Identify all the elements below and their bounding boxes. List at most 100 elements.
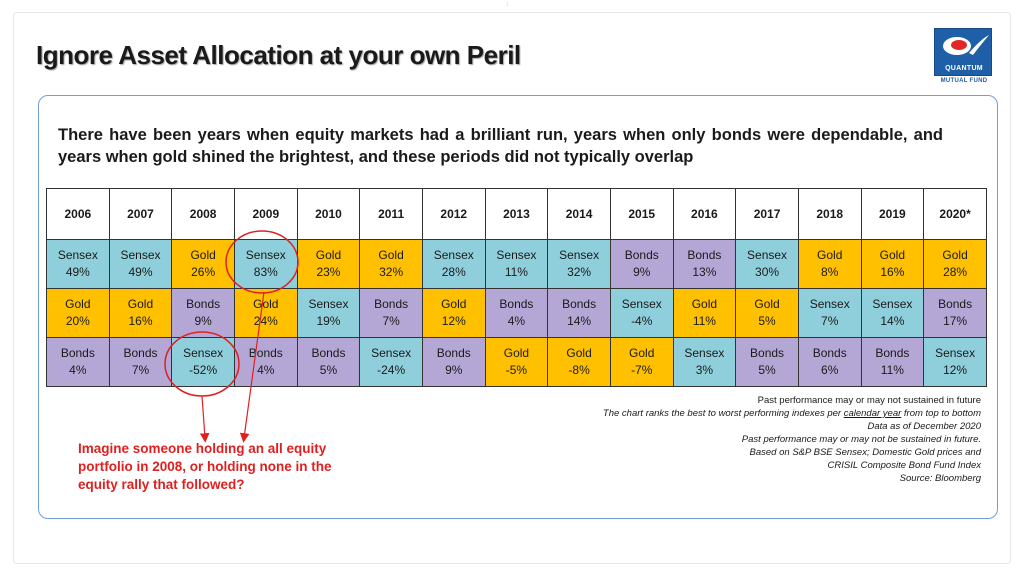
asset-return: -24% [377, 363, 406, 377]
asset-return: 11% [692, 314, 716, 328]
asset-name: Bonds [311, 346, 346, 360]
asset-return: -5% [505, 363, 528, 377]
note-line-2-underlined: calendar year [843, 408, 902, 419]
highlight-circle-2008-sensex [164, 331, 240, 397]
note-line-2-end: from top to bottom [901, 408, 981, 419]
rank-cell: Gold 8% [797, 239, 862, 289]
rank-cell: Gold 23% [296, 239, 361, 289]
rank-table-body: Sensex 49% Sensex 49% Gold 26% Sensex 83% Gold 23… [46, 239, 987, 387]
asset-name: Sensex [872, 297, 913, 311]
asset-return: 9% [633, 265, 651, 279]
rank-cell: Gold 20% [46, 288, 110, 338]
asset-return: 14% [880, 314, 905, 328]
asset-name: Sensex [559, 248, 600, 262]
asset-name: Gold [253, 297, 279, 311]
asset-return: 11% [880, 363, 904, 377]
note-line-2: The chart ranks the best to worst perfor… [603, 407, 981, 420]
top-marker: 1 [506, 2, 510, 8]
asset-name: Bonds [186, 297, 221, 311]
year-header: 2008 [171, 188, 235, 240]
asset-return: 28% [441, 265, 466, 279]
rank-cell: Sensex 19% [296, 288, 361, 338]
asset-return: 11% [504, 265, 528, 279]
rank-cell: Bonds 7% [359, 288, 423, 338]
asset-name: Gold [441, 297, 467, 311]
rank-cell: Gold 11% [672, 288, 737, 338]
note-line-2-start: The chart ranks the best to worst perfor… [602, 408, 844, 419]
rank-cell: Sensex -52% [171, 337, 235, 387]
rank-cell: Gold 5% [735, 288, 799, 338]
asset-return: 14% [567, 314, 592, 328]
asset-return: 7% [821, 314, 839, 328]
slide-title: Ignore Asset Allocation at your own Peri… [36, 40, 521, 70]
arrow-from-2008 [199, 395, 210, 443]
year-header: 2016 [672, 188, 737, 240]
year-header: 2013 [484, 188, 549, 240]
rank-cell: Bonds 6% [797, 337, 862, 387]
asset-return: 49% [65, 265, 90, 279]
callout-text: Imagine someone holding an all equity po… [78, 441, 332, 492]
asset-name: Bonds [624, 248, 659, 262]
note-line-4: Past performance may or may not be susta… [741, 434, 981, 445]
asset-name: Gold [503, 346, 530, 360]
rank-cell: Bonds 9% [171, 288, 235, 338]
asset-return: -7% [631, 363, 653, 377]
asset-name: Bonds [499, 297, 534, 311]
asset-return: 20% [65, 314, 90, 328]
asset-name: Bonds [562, 297, 597, 311]
asset-return: 17% [943, 314, 968, 328]
rank-cell: Gold 26% [171, 239, 235, 289]
asset-name: Bonds [248, 346, 283, 360]
asset-name: Sensex [747, 248, 788, 262]
asset-return: 12% [441, 314, 466, 328]
asset-return: 5% [758, 314, 776, 328]
slide-frame [13, 12, 1011, 564]
asset-return: 8% [821, 265, 839, 279]
asset-return: -8% [568, 363, 590, 377]
asset-name: Bonds [60, 346, 95, 360]
asset-return: 6% [821, 363, 839, 377]
rank-row-2: Gold 20% Gold 16% Bonds 9% Gold 24% Sensex 19% Bon… [46, 288, 987, 338]
year-header: 2014 [547, 188, 611, 240]
year-header: 2011 [359, 188, 423, 240]
asset-return: 30% [755, 265, 780, 279]
rank-cell: Bonds 4% [233, 337, 298, 387]
year-header: 2017 [735, 188, 799, 240]
rank-cell: Gold -5% [484, 337, 549, 387]
asset-name: Gold [942, 248, 968, 262]
rank-row-1: Sensex 49% Sensex 49% Gold 26% Sensex 83% Gold 23… [46, 239, 987, 289]
asset-return: 32% [567, 265, 592, 279]
rank-cell: Bonds 5% [735, 337, 799, 387]
rank-cell: Gold 28% [923, 239, 987, 289]
asset-name: Bonds [812, 346, 847, 360]
rank-cell: Bonds 17% [923, 288, 987, 338]
asset-name: Sensex [120, 248, 161, 262]
asset-return: 4% [507, 314, 526, 328]
asset-return: -4% [631, 314, 653, 328]
asset-return: 28% [943, 265, 968, 279]
logo-subtitle: MUTUAL FUND [940, 78, 988, 84]
asset-name: Bonds [750, 346, 785, 360]
asset-name: Bonds [436, 346, 471, 360]
asset-return: 5% [319, 363, 338, 377]
rank-cell: Bonds 13% [672, 239, 737, 289]
rank-cell: Sensex 14% [860, 288, 925, 338]
asset-name: Bonds [687, 248, 722, 262]
asset-name: Gold [566, 346, 592, 360]
rank-cell: Sensex 3% [672, 337, 737, 387]
asset-return: 83% [253, 265, 278, 279]
year-header: 2018 [797, 188, 862, 240]
asset-name: Bonds [123, 346, 158, 360]
rank-cell: Gold -7% [609, 337, 674, 387]
asset-return: 16% [128, 314, 153, 328]
asset-return: 16% [880, 265, 905, 279]
rank-cell: Bonds 4% [46, 337, 110, 387]
asset-name: Gold [190, 248, 216, 262]
asset-name: Gold [127, 297, 154, 311]
asset-return: 13% [692, 265, 717, 279]
asset-name: Sensex [621, 297, 662, 311]
asset-name: Bonds [374, 297, 409, 311]
rank-cell: Sensex -24% [359, 337, 423, 387]
asset-name: Gold [691, 297, 718, 311]
